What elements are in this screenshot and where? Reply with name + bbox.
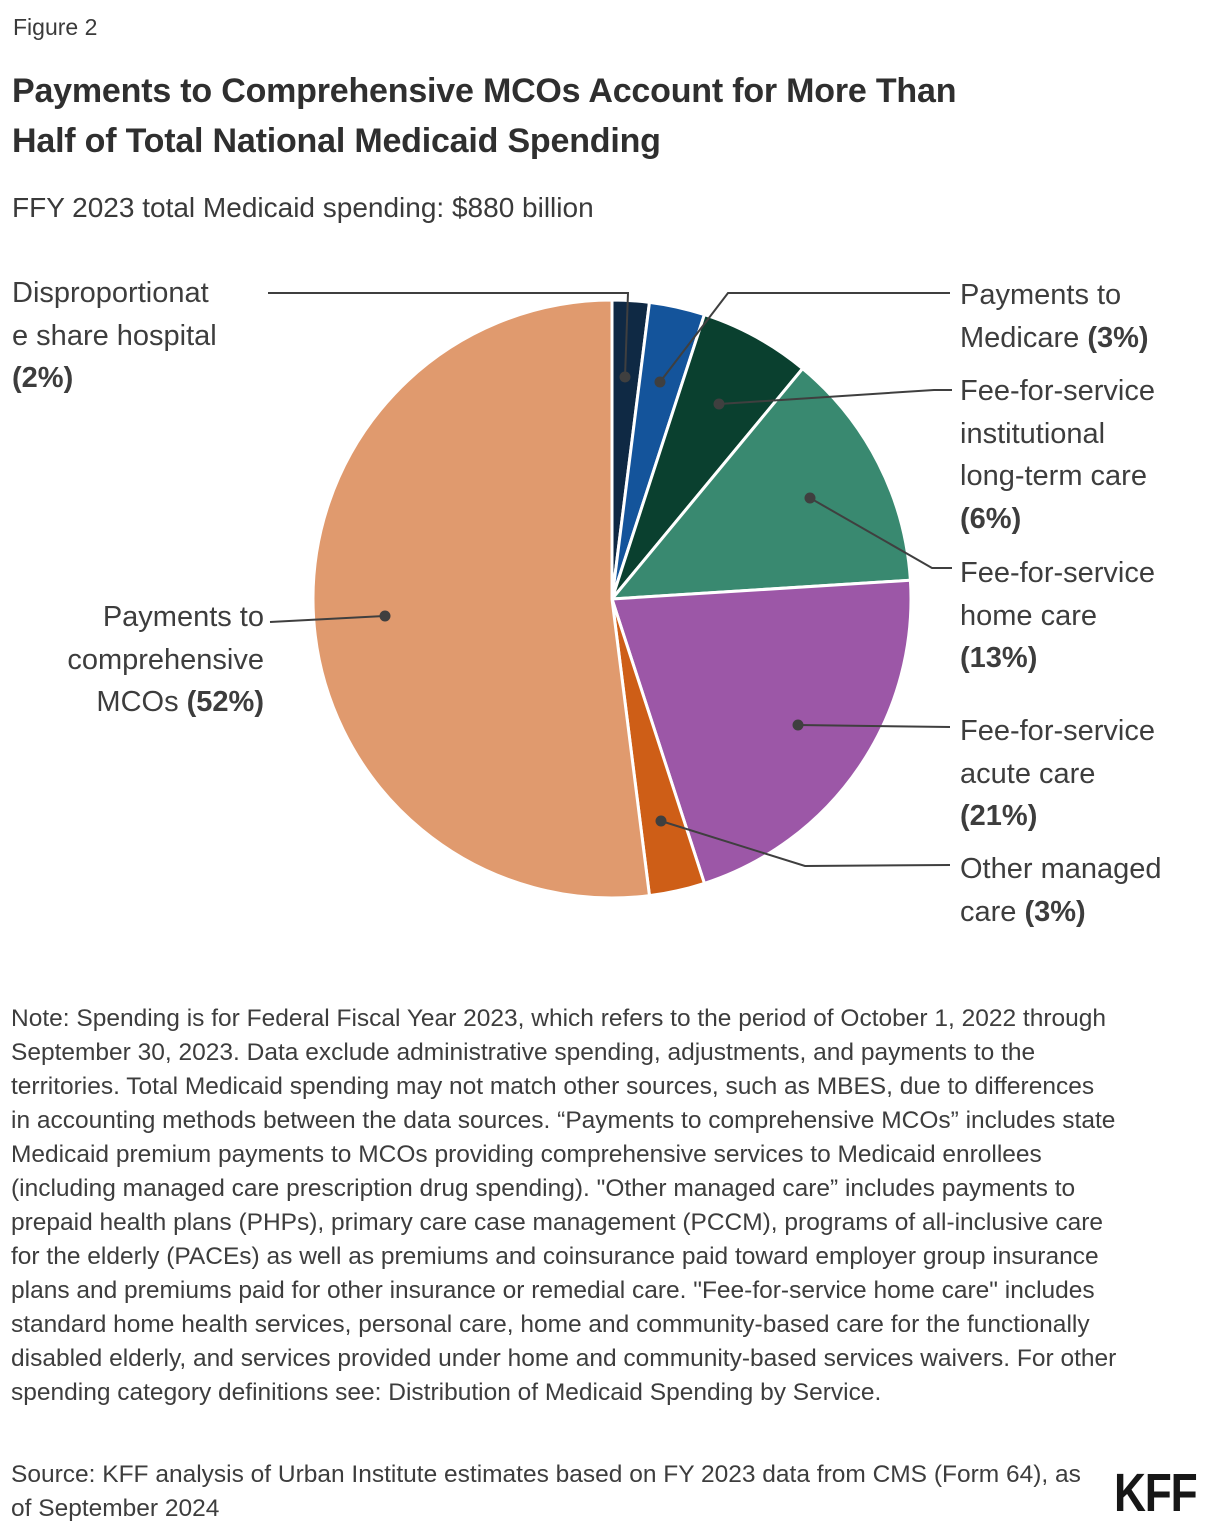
figure-number: Figure 2 [13,14,98,40]
leader-line-4 [797,724,951,728]
leader-dot-5 [655,815,667,827]
chart-subtitle: FFY 2023 total Medicaid spending: $880 b… [12,192,594,223]
leader-dot-1 [654,376,666,388]
pie-chart: Disproportionat e share hospital (2%) Payme… [12,277,1162,928]
pie-slice-3 [610,367,912,601]
leader-dot-2 [713,398,725,410]
pie-chart-svg [268,292,952,900]
leader-line-6 [269,615,386,623]
leader-dot-3 [804,492,816,504]
leader-line-2 [718,389,952,405]
kff-logo: KFF [1114,1463,1198,1523]
slice-label-0: Disproportionat e share hospital (2%) [12,277,217,394]
pie-slice-4 [610,578,913,885]
note-text: Note: Spending is for Federal Fiscal Yea… [11,1005,1117,1406]
slice-label-4: Fee-for-service acute care (21%) [960,715,1155,832]
title-line-1: Payments to Comprehensive MCOs Account f… [12,72,957,110]
slice-label-2: Fee-for-service institutional long-term ca… [960,375,1155,535]
slice-label-6: Payments to comprehensive MCOs (52%) [67,601,264,718]
slice-label-5: Other managed care (3%) [960,853,1162,928]
callout-label-layer: Disproportionat e share hospital (2%) Payme… [12,277,1162,928]
source-text: Source: KFF analysis of Urban Institute … [11,1461,1081,1522]
slice-label-3: Fee-for-service home care (13%) [960,557,1155,674]
leader-line-3 [809,497,952,569]
pie-slice-6 [311,298,651,900]
leader-dot-6 [379,610,391,622]
slice-label-1: Payments to Medicare (3%) [960,279,1149,354]
leader-dot-0 [619,371,631,383]
leader-line-1 [659,292,950,383]
title-line-2: Half of Total National Medicaid Spending [12,122,661,160]
leader-dot-4 [792,719,804,731]
leader-line-5 [660,820,951,868]
page-title: Payments to Comprehensive MCOs Account f… [12,66,1172,166]
leader-line-0 [268,292,630,378]
